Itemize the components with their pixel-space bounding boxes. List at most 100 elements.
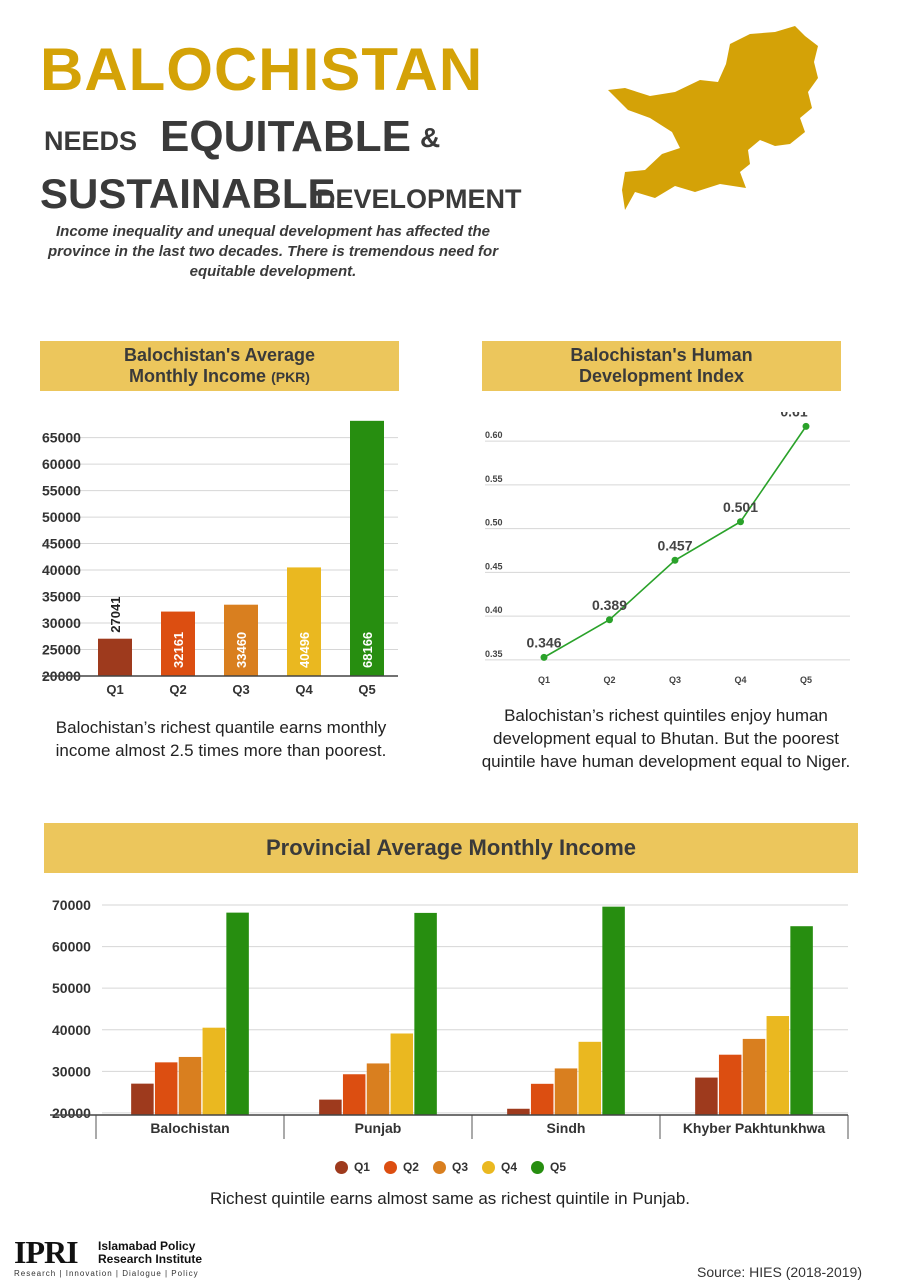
x-tick-label: Q2 [603,675,615,685]
x-tick-label: Q3 [669,675,681,685]
page-title: BALOCHISTAN [40,36,484,103]
bar-q1 [695,1077,718,1115]
bar-q4 [390,1033,414,1115]
y-tick-label: 0.60 [485,430,503,440]
data-label: 33460 [234,632,249,668]
x-tick-label: Sindh [547,1120,586,1136]
y-tick-label: 25000 [42,642,81,658]
bar-q4 [202,1027,226,1115]
bar-q5 [790,926,813,1115]
legend-label-q1: Q1 [353,1160,370,1174]
y-tick-label: 50000 [52,980,91,996]
intro-text: Income inequality and unequal developmen… [47,223,499,280]
x-tick-label: Q5 [358,682,375,697]
y-tick-label: 0.40 [485,605,503,615]
x-tick-label: Q4 [295,682,313,697]
provincial-chart-title: Provincial Average Monthly Income [44,823,858,873]
x-tick-label: Punjab [355,1120,402,1136]
income-bar-chart: 2000025000300003500040000450005000055000… [42,420,398,697]
hdi-line-chart: 0.35 0.40 0.45 0.50 0.55 0.60 0.346 Q1 0.389 Q2 0.… [485,412,850,685]
provincial-legend: Q1 Q2 Q3 Q4 Q5 [0,1160,901,1174]
title-sustainable: SUSTAINABLE [40,170,336,217]
data-label: 0.61 [780,412,807,419]
x-tick-label: Q5 [800,675,812,685]
bar-q5 [226,912,249,1115]
logo-wordmark: IPRI [14,1234,79,1270]
data-point [540,653,548,661]
title-development: DEVELOPMENT [316,184,522,214]
data-label: 0.346 [526,634,561,650]
data-label: 68166 [360,632,375,668]
y-tick-label: 0.55 [485,474,503,484]
bar-q2 [530,1083,554,1115]
logo-tagline: Research | Innovation | Dialogue | Polic… [14,1269,199,1278]
provincial-bar-chart: 20000 30000 40000 50000 60000 70000 Balochista… [50,897,849,1139]
x-tick-label: Q2 [169,682,186,697]
bar-q5 [414,912,437,1115]
legend-label-q4: Q4 [501,1160,518,1174]
bar-q3 [178,1056,202,1115]
bar-q3 [742,1038,766,1115]
x-tick-label: Balochistan [150,1120,229,1136]
legend-label-q2: Q2 [402,1160,419,1174]
bar-q4 [766,1016,790,1115]
legend-item-q2: Q2 [383,1160,419,1174]
provincial-caption: Richest quintile earns almost same as ri… [209,1189,691,1208]
title-equitable: EQUITABLE [160,112,411,161]
legend-item-q4: Q4 [482,1160,517,1174]
legend-label-q3: Q3 [451,1160,468,1174]
y-tick-label: 70000 [52,897,91,913]
income-caption: Balochistan’s richest quantile earns mon… [55,718,387,760]
title-needs: NEEDS [44,126,138,156]
y-tick-label: 55000 [42,483,81,499]
y-tick-label: 45000 [42,536,81,552]
data-label: 27041 [108,597,123,633]
bar-q3 [224,604,258,676]
income-title-unit: (PKR) [271,368,310,385]
y-tick-label: 0.45 [485,561,503,571]
bar-q1 [98,638,132,676]
y-tick-label: 0.50 [485,518,503,528]
balochistan-map-icon [608,26,818,210]
bar-q1 [131,1083,154,1115]
hdi-chart-title: Balochistan's Human Development Index [482,341,841,391]
y-tick-label: 60000 [42,456,81,472]
income-title-line2-wrap: Monthly Income (PKR) [129,366,310,388]
y-tick-label: 0.35 [485,649,503,659]
bar-q5 [350,420,384,676]
bar-q4 [287,567,321,676]
institute-line1: Islamabad Policy [98,1239,196,1253]
hdi-title-line2: Development Index [578,366,745,386]
x-tick-label: Khyber Pakhtunkhwa [683,1120,826,1136]
legend-dot-q3 [432,1160,446,1174]
x-tick-label: Q1 [538,675,550,685]
data-label: 0.457 [657,537,692,553]
income-title-line1: Balochistan's Average [123,344,316,365]
y-tick-label: 35000 [42,589,81,605]
x-tick-label: Q1 [106,682,123,697]
legend-item-q3: Q3 [432,1160,468,1174]
y-tick-label: 20000 [52,1105,91,1121]
ipri-logo: IPRI Islamabad Policy Research Institute… [14,1234,202,1278]
y-tick-label: 50000 [42,509,81,525]
data-label: 0.501 [723,499,758,515]
data-label: 0.389 [592,597,627,613]
hdi-title-line1: Balochistan's Human [570,345,753,365]
bar-q1 [319,1099,342,1115]
bar-q2 [718,1054,742,1115]
bar-q3 [554,1068,578,1115]
income-title-line2: Monthly Income [129,365,267,386]
y-tick-label: 40000 [42,562,81,578]
legend-item-q5: Q5 [531,1160,566,1174]
institute-line2: Research Institute [98,1252,203,1266]
data-point [802,422,810,430]
y-tick-label: 60000 [52,939,91,955]
bar-q4 [578,1041,602,1115]
data-point [606,616,613,624]
y-tick-label: 30000 [42,615,81,631]
y-tick-label: 65000 [42,430,81,446]
bar-q5 [602,906,625,1115]
data-label: 32161 [171,632,186,668]
x-tick-label: Q4 [734,675,746,685]
legend-dot-q2 [383,1160,397,1174]
